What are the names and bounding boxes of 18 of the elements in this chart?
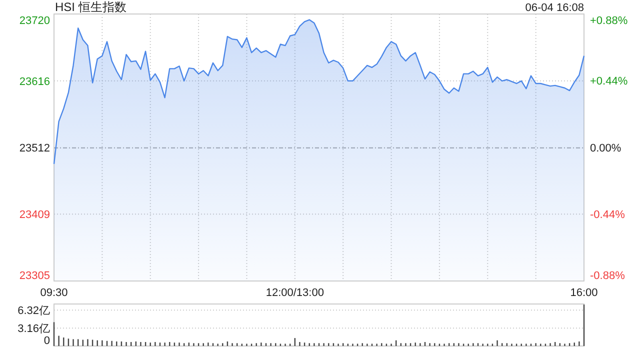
annotation: 06-04 16:08 xyxy=(525,2,584,14)
x-tick-label: 09:30 xyxy=(40,287,68,299)
x-tick-label: 16:00 xyxy=(570,287,598,299)
y-tick-label: 23616 xyxy=(19,76,50,88)
y-tick-label: 6.32亿 xyxy=(18,304,50,317)
y2-tick-label: +0.88% xyxy=(590,14,628,27)
y-tick-label: 3.16亿 xyxy=(18,322,50,335)
chart-title: HSI 恒生指数 xyxy=(55,0,126,14)
y-tick-label: 23409 xyxy=(19,208,50,221)
y2-tick-label: +0.44% xyxy=(590,76,628,88)
y2-tick-label: -0.44% xyxy=(590,209,626,222)
y2-tick-label: -0.88% xyxy=(590,270,626,282)
y-tick-label: 0 xyxy=(44,334,50,347)
y2-tick-label: 0.00% xyxy=(590,142,622,154)
y-tick-label: 23512 xyxy=(19,142,50,155)
y-tick-label: 23720 xyxy=(19,14,50,27)
x-tick-label: 12:00/13:00 xyxy=(266,287,324,299)
y-tick-label: 23305 xyxy=(19,270,50,282)
